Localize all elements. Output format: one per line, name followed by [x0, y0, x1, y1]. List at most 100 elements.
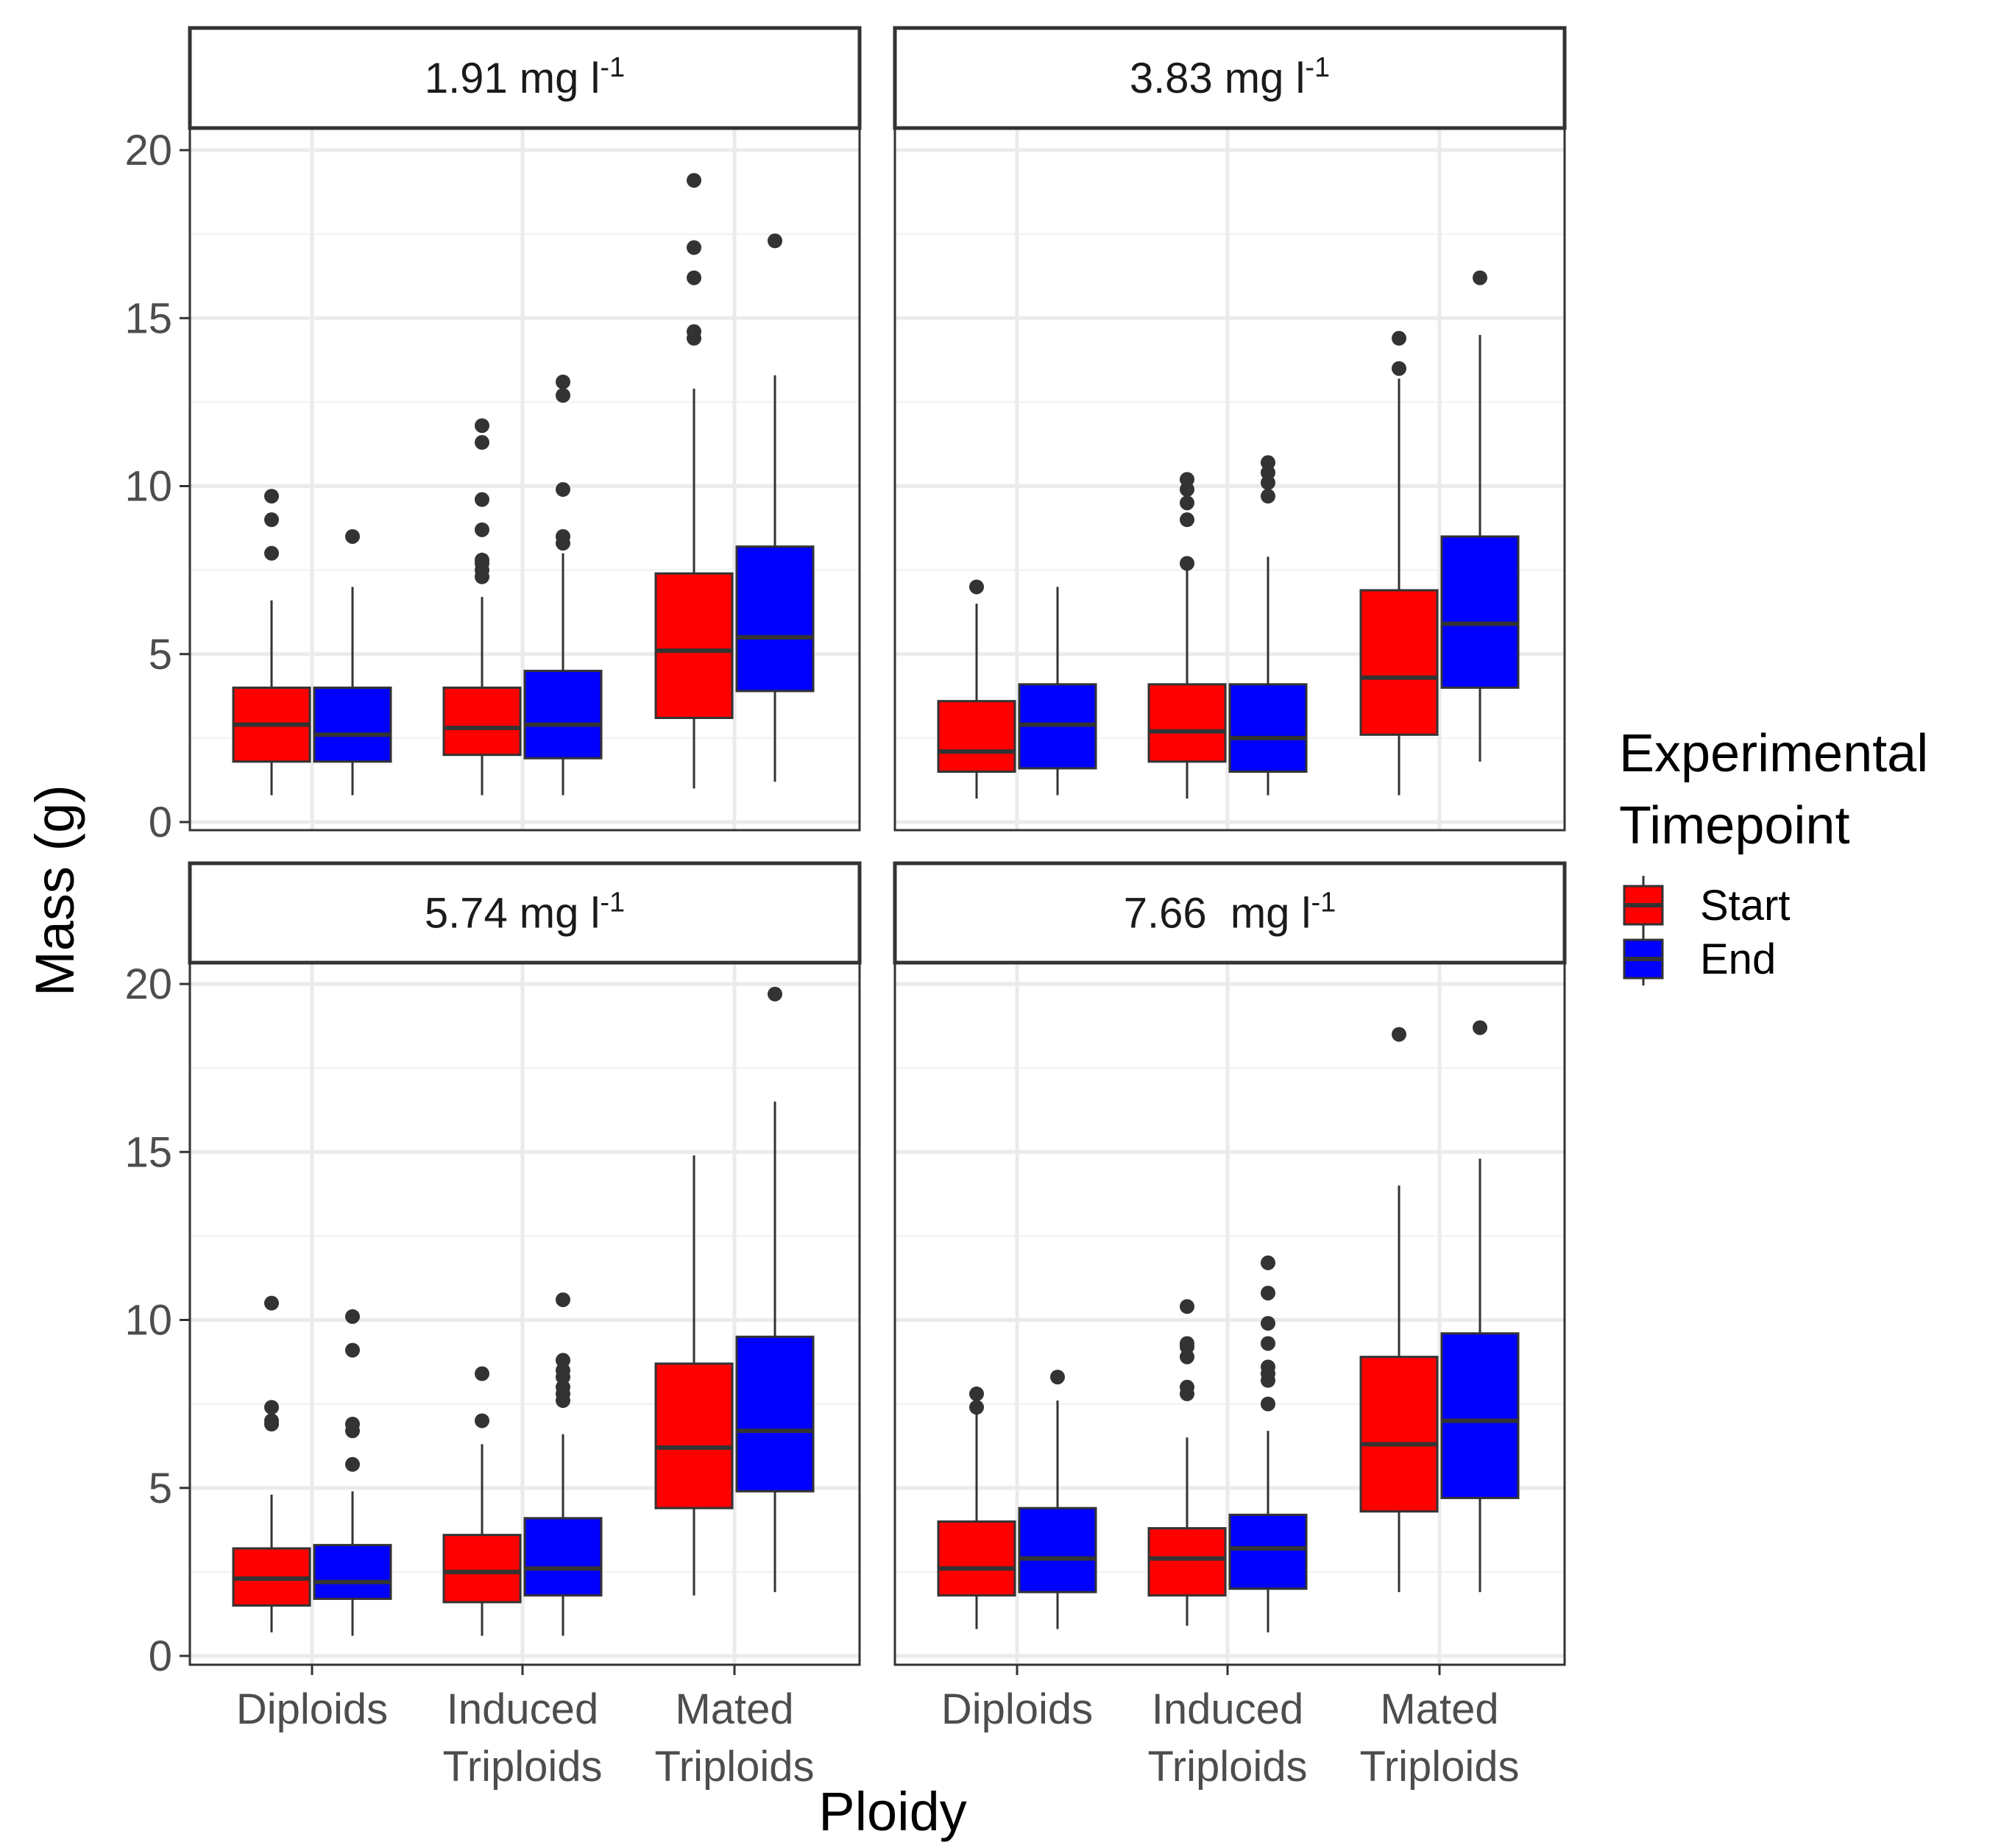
outlier-point: [556, 388, 570, 403]
outlier-point: [264, 489, 279, 504]
box-end-induced-triploids: [523, 374, 603, 796]
outlier-point: [264, 1400, 279, 1415]
outlier-point: [475, 522, 489, 537]
outlier-point: [475, 492, 489, 507]
facet-panel: 5.74 mg l-1: [188, 861, 862, 1666]
outlier-point: [345, 528, 360, 544]
outlier-point: [1050, 1370, 1065, 1385]
outlier-point: [556, 528, 570, 544]
strip-label: 5.74 mg l-1: [425, 888, 625, 938]
outlier-point: [1261, 1285, 1275, 1300]
outlier-point: [475, 1413, 489, 1429]
box-body: [1228, 1513, 1308, 1590]
outlier-point: [264, 545, 279, 561]
outlier-point: [1180, 1336, 1194, 1351]
y-tick-label: 15: [124, 1128, 172, 1176]
outlier-point: [1392, 1027, 1406, 1042]
outlier-point: [687, 270, 701, 286]
box-start-mated-triploids: [1359, 330, 1439, 796]
outlier-point: [969, 579, 984, 595]
outlier-point: [1180, 472, 1194, 487]
box-end-diploids: [313, 1309, 392, 1636]
box-body: [735, 1335, 815, 1493]
facet-panel: 7.66 mg l-1: [893, 861, 1567, 1666]
strip-label: 1.91 mg l-1: [425, 52, 625, 102]
box-end-diploids: [313, 528, 392, 796]
outlier-point: [1392, 330, 1406, 346]
outlier-point: [1261, 465, 1275, 481]
legend-label: Start: [1700, 882, 1791, 930]
legend-label: End: [1700, 935, 1776, 983]
legend-key-end: [1623, 930, 1664, 985]
outlier-point: [1392, 361, 1406, 376]
legend: Experimental Timepoint Start End: [1619, 724, 1928, 985]
box-body: [1147, 1527, 1227, 1597]
box-end-induced-triploids: [523, 1292, 603, 1636]
box-end-diploids: [1018, 1370, 1097, 1629]
x-tick-label: Mated Triploids: [654, 1685, 814, 1791]
outlier-point: [1180, 495, 1194, 511]
outlier-point: [687, 240, 701, 255]
box-end-induced-triploids: [1228, 455, 1308, 796]
outlier-point: [1261, 1359, 1275, 1375]
strip-box: [188, 861, 862, 965]
outlier-point: [1180, 482, 1194, 498]
outlier-point: [264, 1413, 279, 1429]
outlier-point: [345, 1342, 360, 1358]
box-body: [1147, 683, 1227, 763]
outlier-point: [687, 173, 701, 188]
outlier-point: [969, 1386, 984, 1401]
outlier-point: [475, 435, 489, 450]
box-body: [1018, 1507, 1097, 1593]
outlier-point: [768, 233, 782, 249]
outlier-point: [556, 482, 570, 498]
y-tick-label: 10: [124, 463, 172, 511]
outlier-point: [556, 374, 570, 389]
box-body: [1359, 589, 1439, 736]
box-start-induced-triploids: [442, 1366, 522, 1636]
outlier-point: [556, 1379, 570, 1395]
outlier-point: [345, 1309, 360, 1324]
box-start-diploids: [937, 579, 1016, 799]
box-end-diploids: [1018, 587, 1097, 796]
outlier-point: [556, 1292, 570, 1308]
x-tick-label: Induced Triploids: [442, 1685, 602, 1791]
strip-label: 3.83 mg l-1: [1130, 52, 1330, 102]
box-body: [654, 572, 734, 719]
box-body: [523, 670, 603, 760]
outlier-point: [556, 1362, 570, 1378]
outlier-point: [1261, 1255, 1275, 1270]
legend-title: Experimental Timepoint: [1619, 724, 1928, 855]
outlier-point: [1261, 1316, 1275, 1331]
strip-box: [188, 26, 862, 130]
y-tick-label: 15: [124, 294, 172, 342]
box-end-mated-triploids: [735, 233, 815, 782]
y-tick-label: 5: [149, 631, 172, 679]
outlier-point: [768, 986, 782, 1002]
box-start-mated-triploids: [654, 173, 734, 789]
box-end-mated-triploids: [1440, 1020, 1520, 1593]
outlier-point: [1180, 1379, 1194, 1395]
outlier-point: [475, 552, 489, 567]
box-start-diploids: [232, 1295, 311, 1633]
x-tick-label: Mated Triploids: [1359, 1685, 1519, 1791]
box-end-induced-triploids: [1228, 1255, 1308, 1633]
box-start-mated-triploids: [1359, 1027, 1439, 1593]
facet-panel: 3.83 mg l-1: [893, 26, 1567, 832]
box-end-mated-triploids: [735, 986, 815, 1593]
box-body: [1359, 1356, 1439, 1513]
outlier-point: [264, 1295, 279, 1311]
box-body: [1228, 683, 1308, 773]
outlier-point: [475, 1366, 489, 1381]
box-start-mated-triploids: [654, 1155, 734, 1596]
box-body: [1440, 535, 1520, 689]
box-start-induced-triploids: [442, 418, 522, 796]
y-tick-label: 0: [149, 1632, 172, 1680]
outlier-point: [1180, 512, 1194, 528]
box-start-induced-triploids: [1147, 1299, 1227, 1626]
outlier-point: [264, 512, 279, 528]
y-tick-label: 10: [124, 1297, 172, 1345]
box-body: [313, 1543, 392, 1600]
box-body: [1440, 1332, 1520, 1499]
outlier-point: [1473, 1020, 1487, 1035]
